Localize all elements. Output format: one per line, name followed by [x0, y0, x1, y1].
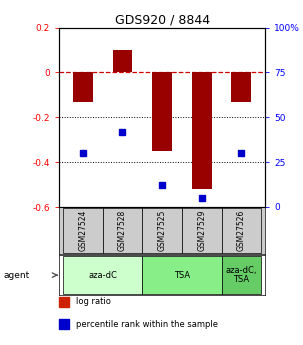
- Bar: [63, 256, 142, 294]
- Bar: [231, 72, 251, 101]
- Text: aza-dC,
TSA: aza-dC, TSA: [226, 266, 257, 285]
- Text: agent: agent: [3, 271, 29, 280]
- Text: log ratio: log ratio: [76, 297, 111, 306]
- Bar: [221, 256, 261, 294]
- Bar: [182, 208, 221, 253]
- Text: percentile rank within the sample: percentile rank within the sample: [76, 320, 218, 329]
- Bar: [152, 72, 172, 151]
- Text: aza-dC: aza-dC: [88, 270, 117, 280]
- Bar: [221, 208, 261, 253]
- Text: GSM27525: GSM27525: [158, 210, 167, 251]
- Text: TSA: TSA: [174, 270, 190, 280]
- Text: GSM27524: GSM27524: [78, 210, 87, 251]
- Bar: [113, 50, 132, 72]
- Bar: [142, 208, 182, 253]
- Bar: [63, 208, 103, 253]
- Bar: [103, 208, 142, 253]
- Title: GDS920 / 8844: GDS920 / 8844: [115, 13, 210, 27]
- Text: GSM27528: GSM27528: [118, 210, 127, 251]
- Bar: [192, 72, 211, 189]
- Bar: [73, 72, 93, 101]
- Bar: [142, 256, 221, 294]
- Text: GSM27529: GSM27529: [197, 210, 206, 251]
- Text: GSM27526: GSM27526: [237, 210, 246, 251]
